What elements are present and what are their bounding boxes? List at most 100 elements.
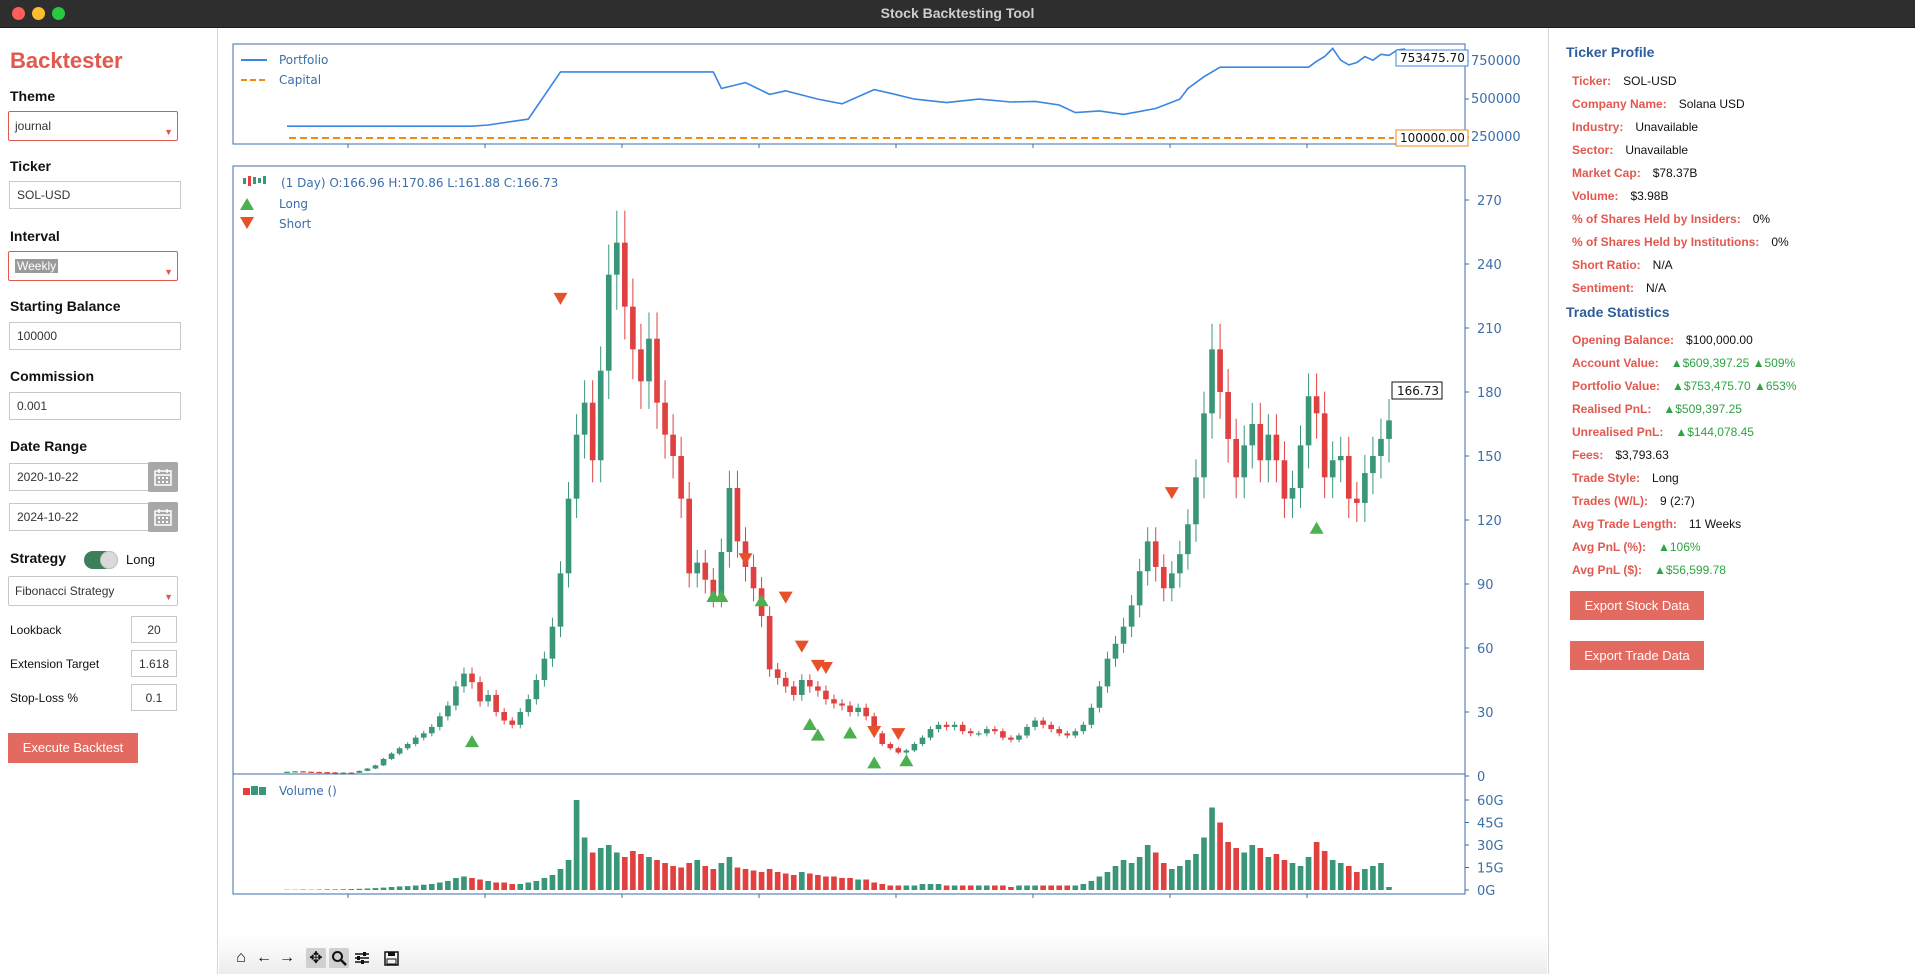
candle-body [469,674,475,683]
volume-bar [984,886,990,891]
volume-bar [1282,860,1288,890]
save-icon [384,951,399,966]
volume-bar [437,883,443,891]
candle-body [1089,708,1095,725]
volume-bar [855,880,861,891]
candle-body [791,686,797,695]
trade-signals [465,293,1324,768]
candle-body [308,772,314,773]
back-button[interactable]: ← [254,948,274,968]
candle-body [1386,420,1392,439]
volume-bar [1097,877,1103,891]
interval-select[interactable]: Weekly ▼ [8,251,178,281]
arrow-left-icon: ← [256,949,272,967]
profile-value: $78.37B [1653,166,1698,180]
volume-bar [509,884,515,890]
candle-body [863,708,869,717]
stats-key: Fees: [1572,448,1603,462]
pan-button[interactable]: ✥ [306,948,326,968]
volume-bar [324,889,330,890]
legend-long: Long [279,197,308,211]
export-trade-data-button[interactable]: Export Trade Data [1570,641,1704,670]
volume-bar [871,883,877,891]
zoom-button[interactable] [329,948,349,968]
export-stock-data-button[interactable]: Export Stock Data [1570,591,1704,620]
profile-row: Volume:$3.98B [1572,189,1669,203]
volume-bar [1354,872,1360,890]
commission-input[interactable]: 0.001 [9,392,181,420]
volume-bar [630,851,636,890]
price-ytick-label: 270 [1477,194,1502,209]
stats-row: Portfolio Value:▲$753,475.70 ▲653% [1572,379,1797,393]
candle-body [574,435,580,499]
long-signal-marker [1310,522,1324,534]
save-figure-button[interactable] [381,948,401,968]
profile-key: Company Name: [1572,97,1667,111]
candle-body [1105,659,1111,687]
starting-balance-input[interactable]: 100000 [9,322,181,350]
forward-button[interactable]: → [277,948,297,968]
candle-body [1233,439,1239,477]
extension-target-input[interactable]: 1.618 [131,650,177,677]
candle-body [517,712,523,725]
volume-bar [1209,808,1215,891]
stats-row: Avg PnL ($):▲$56,599.78 [1572,563,1726,577]
start-date-input[interactable]: 2020-10-22 [9,463,150,491]
volume-bar [775,872,781,890]
candle-body [1241,445,1247,477]
volume-bar [1290,863,1296,890]
volume-panel-frame [233,774,1465,894]
candle-body [887,744,893,748]
candle-body [799,680,805,695]
volume-bar [421,885,427,890]
candle-body [365,769,371,771]
long-signal-marker [811,729,825,741]
profile-key: Sector: [1572,143,1613,157]
lookback-input[interactable]: 20 [131,616,177,643]
end-date-calendar-button[interactable] [148,502,178,532]
execute-backtest-button[interactable]: Execute Backtest [8,733,138,763]
candle-body [1145,541,1151,571]
volume-bar [397,886,403,890]
candle-body [1201,413,1207,477]
strategy-select[interactable]: Fibonacci Strategy ▼ [8,576,178,606]
configure-subplots-button[interactable] [352,948,372,968]
candle-body [1338,456,1344,460]
stats-key: Account Value: [1572,356,1659,370]
volume-bar [767,869,773,890]
candle-body [775,669,781,678]
stats-key: Avg Trade Length: [1572,517,1677,531]
candle-body [686,499,692,574]
home-button[interactable]: ⌂ [231,948,251,968]
candle-body [1193,477,1199,524]
chart-canvas[interactable]: Portfolio Capital 750000 500000 250000 7… [219,28,1547,974]
candle-body [332,772,338,773]
profile-row: Sector:Unavailable [1572,143,1688,157]
end-date-input[interactable]: 2024-10-22 [9,503,150,531]
candle-body [598,371,604,461]
price-ytick-label: 180 [1477,386,1502,401]
short-signal-marker [795,641,809,653]
volume-label: Volume () [279,784,337,798]
theme-select[interactable]: journal ▼ [8,111,178,141]
candle-body [823,691,829,700]
long-short-toggle[interactable] [84,551,118,569]
candle-body [638,349,644,381]
candle-body [815,686,821,690]
start-date-calendar-button[interactable] [148,462,178,492]
candle-body [1097,686,1103,707]
profile-value: Unavailable [1635,120,1698,134]
stats-row: Fees:$3,793.63 [1572,448,1669,462]
candle-body [1266,435,1272,461]
stop-loss-input[interactable]: 0.1 [131,684,177,711]
candle-body [719,552,725,595]
profile-value: N/A [1653,258,1673,272]
volume-bar [1330,860,1336,890]
volume-bar [1241,853,1247,891]
profile-row: Industry:Unavailable [1572,120,1698,134]
ticker-input[interactable]: SOL-USD [9,181,181,209]
stats-key: Portfolio Value: [1572,379,1660,393]
volume-bar [960,886,966,891]
volume-bar [413,886,419,891]
